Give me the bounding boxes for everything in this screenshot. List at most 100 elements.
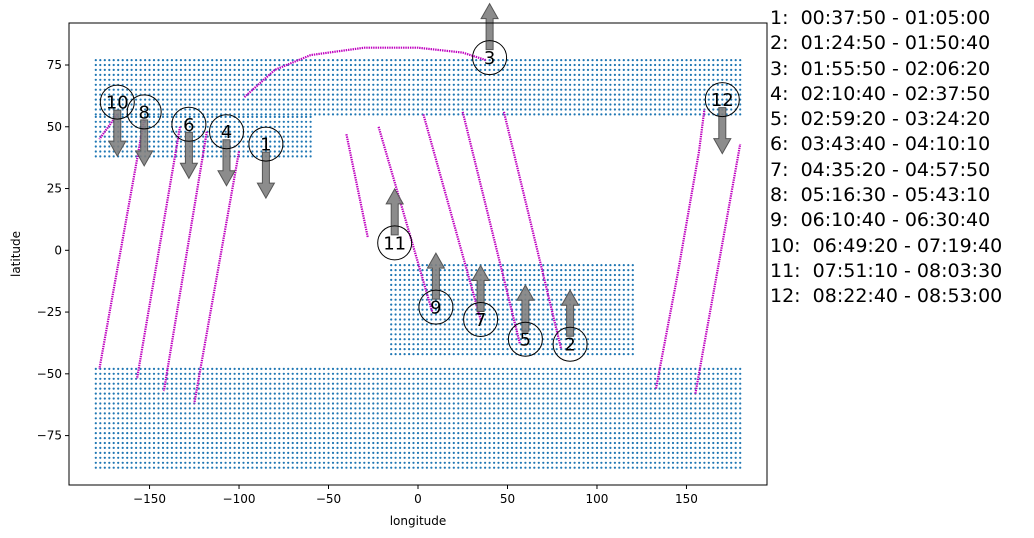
coverage-point bbox=[595, 422, 599, 425]
coverage-point bbox=[618, 456, 621, 459]
coverage-point bbox=[631, 333, 634, 336]
coverage-point bbox=[121, 63, 124, 67]
coverage-point bbox=[112, 422, 115, 425]
coverage-point bbox=[376, 456, 379, 459]
coverage-point bbox=[197, 145, 200, 148]
coverage-point bbox=[510, 338, 514, 341]
coverage-point bbox=[251, 108, 254, 111]
coverage-point bbox=[282, 412, 285, 415]
coverage-point bbox=[493, 298, 496, 301]
coverage-point bbox=[475, 98, 478, 101]
coverage-point bbox=[475, 313, 478, 316]
coverage-point bbox=[595, 93, 599, 96]
coverage-point bbox=[349, 88, 352, 91]
coverage-point bbox=[631, 269, 634, 272]
coverage-point bbox=[533, 278, 536, 281]
coverage-point bbox=[519, 338, 523, 341]
coverage-point bbox=[654, 417, 657, 420]
coverage-point bbox=[537, 288, 540, 291]
coverage-point bbox=[385, 446, 388, 449]
coverage-point bbox=[470, 446, 473, 449]
coverage-point bbox=[130, 135, 133, 138]
coverage-point bbox=[546, 278, 549, 281]
coverage-point bbox=[466, 83, 469, 86]
coverage-point bbox=[712, 98, 715, 101]
coverage-point bbox=[94, 108, 97, 111]
coverage-point bbox=[202, 88, 205, 91]
coverage-point bbox=[546, 412, 549, 415]
coverage-point bbox=[206, 140, 209, 143]
coverage-point bbox=[443, 278, 446, 281]
coverage-point bbox=[363, 78, 366, 81]
coverage-point bbox=[394, 98, 397, 101]
coverage-point bbox=[394, 348, 397, 351]
coverage-point bbox=[537, 269, 540, 272]
coverage-point bbox=[595, 88, 599, 91]
coverage-point bbox=[658, 108, 661, 111]
coverage-point bbox=[390, 437, 393, 440]
coverage-point bbox=[475, 446, 478, 449]
coverage-point bbox=[564, 446, 567, 449]
coverage-point bbox=[354, 103, 357, 106]
coverage-point bbox=[636, 456, 639, 459]
coverage-point bbox=[627, 338, 630, 341]
coverage-point bbox=[264, 446, 267, 449]
coverage-point bbox=[233, 155, 236, 158]
coverage-point bbox=[667, 93, 670, 96]
coverage-point bbox=[654, 427, 657, 430]
coverage-point bbox=[613, 338, 617, 341]
coverage-point bbox=[506, 353, 509, 356]
coverage-point bbox=[739, 68, 742, 71]
coverage-point bbox=[121, 466, 124, 469]
coverage-point bbox=[99, 78, 102, 81]
coverage-point bbox=[466, 437, 469, 440]
coverage-point bbox=[551, 108, 554, 111]
coverage-point bbox=[367, 466, 370, 469]
coverage-point bbox=[551, 78, 554, 81]
coverage-point bbox=[211, 407, 214, 410]
coverage-point bbox=[466, 466, 469, 469]
coverage-point bbox=[466, 441, 469, 445]
coverage-point bbox=[528, 98, 532, 101]
coverage-point bbox=[135, 103, 138, 106]
coverage-point bbox=[533, 108, 536, 111]
coverage-point bbox=[327, 98, 330, 101]
coverage-point bbox=[658, 417, 661, 420]
coverage-point bbox=[434, 437, 437, 440]
coverage-point bbox=[622, 338, 625, 341]
coverage-point bbox=[278, 63, 281, 67]
coverage-point bbox=[242, 155, 245, 158]
coverage-point bbox=[278, 93, 281, 96]
coverage-point bbox=[184, 83, 187, 86]
coverage-point bbox=[506, 103, 509, 106]
coverage-point bbox=[372, 103, 375, 106]
coverage-point bbox=[148, 113, 151, 116]
coverage-point bbox=[434, 59, 437, 62]
coverage-point bbox=[618, 333, 621, 336]
coverage-point bbox=[560, 93, 563, 96]
coverage-point bbox=[300, 125, 303, 128]
coverage-point bbox=[112, 68, 115, 71]
coverage-point bbox=[425, 273, 428, 277]
coverage-point bbox=[618, 461, 621, 464]
coverage-point bbox=[220, 456, 223, 459]
coverage-point bbox=[537, 318, 540, 321]
coverage-point bbox=[117, 103, 120, 106]
coverage-point bbox=[161, 466, 165, 469]
coverage-point bbox=[144, 407, 147, 410]
coverage-point bbox=[188, 446, 191, 449]
coverage-point bbox=[229, 93, 232, 96]
coverage-point bbox=[161, 427, 165, 430]
coverage-point bbox=[193, 63, 196, 67]
coverage-point bbox=[291, 456, 294, 459]
coverage-point bbox=[600, 298, 603, 301]
coverage-point bbox=[144, 103, 147, 106]
coverage-point bbox=[399, 353, 402, 356]
coverage-point bbox=[175, 130, 178, 133]
coverage-point bbox=[408, 98, 411, 101]
coverage-point bbox=[117, 451, 120, 454]
coverage-point bbox=[242, 417, 245, 420]
coverage-point bbox=[631, 461, 634, 464]
coverage-point bbox=[676, 59, 679, 62]
coverage-point bbox=[609, 308, 612, 311]
